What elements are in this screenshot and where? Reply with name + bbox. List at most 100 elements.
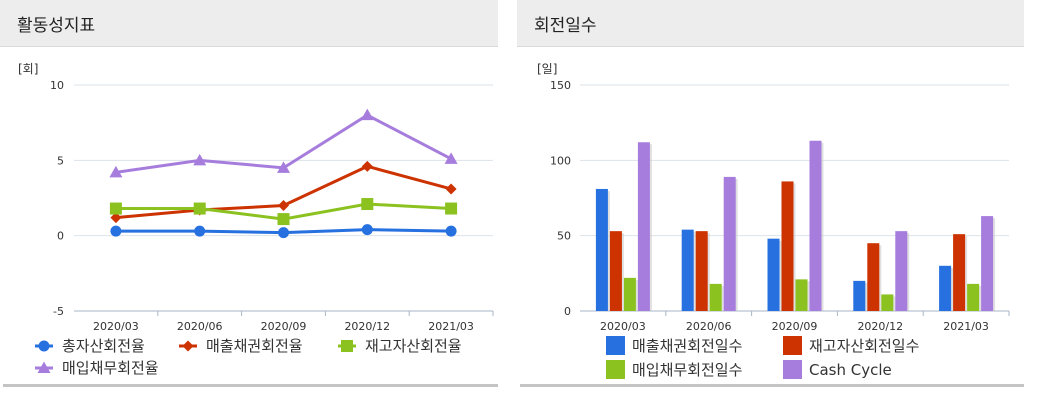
legend-item: Cash Cycle <box>783 360 892 379</box>
panel-bottom-border <box>520 384 1024 387</box>
bar-series <box>609 181 968 311</box>
bar <box>781 181 794 311</box>
triangle-marker <box>109 165 123 178</box>
bar <box>723 176 736 311</box>
circle-marker <box>361 224 373 236</box>
x-tick-label: 2020/03 <box>93 320 139 333</box>
x-tick-label: 2020/12 <box>857 320 903 333</box>
bar <box>981 216 994 311</box>
legend-label: 총자산회전율 <box>62 337 145 355</box>
y-axis-unit: [회] <box>18 62 38 76</box>
triangle-marker <box>360 108 374 121</box>
turnover-ratio-line-chart: [회] 10 5 0 -5 2020/03 2020/06 2020/09 2020/12 202… <box>18 62 494 377</box>
legend-swatch <box>606 360 625 379</box>
y-tick-label: 0 <box>564 305 571 318</box>
legend-label: 재고자산회전일수 <box>809 337 919 355</box>
diamond-marker <box>445 183 457 195</box>
bar <box>709 283 722 311</box>
panel-header: 활동성지표 <box>0 0 498 47</box>
y-tick-label: -5 <box>53 305 64 318</box>
x-tick-label: 2020/06 <box>177 320 223 333</box>
bar <box>609 231 622 311</box>
x-tick-label: 2020/09 <box>261 320 307 333</box>
legend-label: 매출채권회전율 <box>206 337 303 355</box>
legend-label: 재고자산회전율 <box>365 337 462 355</box>
legend-label: Cash Cycle <box>809 361 892 379</box>
bar <box>595 188 608 311</box>
turnover-days-panel: 회전일수 [일] 150 100 50 0 2020/03 2020/06 2020/09 20… <box>517 0 1024 404</box>
y-tick-label: 10 <box>50 79 64 92</box>
square-marker <box>445 202 458 215</box>
panel-bottom-border <box>3 384 498 387</box>
panel-header: 회전일수 <box>517 0 1024 47</box>
bar <box>867 243 880 311</box>
triangle-marker <box>37 361 51 373</box>
bar-series <box>623 277 982 311</box>
bar <box>637 142 650 311</box>
activity-indicators-panel: 활동성지표 [회] 10 5 0 -5 2020/03 2020/06 2020/09 2020… <box>0 0 498 404</box>
diamond-marker <box>182 340 194 352</box>
legend-swatch <box>606 336 625 355</box>
bar <box>795 279 808 311</box>
x-tick-label: 2020/09 <box>772 320 818 333</box>
bar <box>681 229 694 311</box>
diamond-marker <box>278 200 289 212</box>
bar <box>895 231 908 311</box>
y-tick-label: 5 <box>57 154 64 167</box>
diamond-marker <box>110 212 122 224</box>
legend-swatch <box>783 360 802 379</box>
panel-title: 회전일수 <box>534 16 597 36</box>
bar <box>939 265 952 311</box>
legend-label: 매출채권회전일수 <box>632 337 742 355</box>
legend-item: 총자산회전율 <box>35 337 145 355</box>
x-tick-label: 2020/03 <box>600 320 646 333</box>
x-tick-label: 2020/12 <box>344 320 390 333</box>
diamond-marker <box>361 160 373 172</box>
bar <box>695 231 708 311</box>
legend-item: 매출채권회전일수 <box>606 336 742 355</box>
legend-label: 매입채무회전일수 <box>632 361 742 379</box>
y-tick-label: 100 <box>550 154 571 167</box>
y-axis-unit: [일] <box>537 62 557 76</box>
legend-item: 재고자산회전율 <box>338 337 462 355</box>
bar <box>809 140 822 311</box>
y-tick-label: 50 <box>557 230 571 243</box>
circle-marker <box>194 225 206 237</box>
x-tick-label: 2020/06 <box>686 320 732 333</box>
square-marker <box>193 202 206 215</box>
square-marker <box>277 213 290 226</box>
legend-item: 매입채무회전일수 <box>606 360 742 379</box>
legend-item: 재고자산회전일수 <box>783 336 919 355</box>
legend-item: 매입채무회전율 <box>35 359 159 377</box>
legend-label: 매입채무회전율 <box>62 359 159 377</box>
y-tick-label: 0 <box>57 230 64 243</box>
series-circle <box>110 224 457 239</box>
square-marker <box>361 198 374 211</box>
circle-marker <box>38 340 50 352</box>
series-square <box>109 198 458 226</box>
x-tick-label: 2021/03 <box>943 320 989 333</box>
bar-series <box>637 140 996 311</box>
panel-title: 활동성지표 <box>17 16 96 36</box>
legend-item: 매출채권회전율 <box>179 337 303 355</box>
bar <box>967 283 980 311</box>
triangle-marker <box>193 153 207 166</box>
y-tick-label: 150 <box>550 79 571 92</box>
turnover-days-bar-chart: [일] 150 100 50 0 2020/03 2020/06 2020/09 2020/12… <box>537 62 1010 379</box>
bar <box>853 280 866 311</box>
triangle-marker <box>444 152 458 164</box>
circle-marker <box>110 225 122 237</box>
bar <box>953 234 966 311</box>
bar <box>767 238 780 311</box>
series-triangle <box>109 108 458 178</box>
legend-swatch <box>783 336 802 355</box>
bar <box>881 294 894 311</box>
x-tick-label: 2021/03 <box>428 320 474 333</box>
bar <box>623 277 636 311</box>
square-marker <box>341 340 353 352</box>
circle-marker <box>445 225 457 237</box>
square-marker <box>109 202 122 215</box>
circle-marker <box>278 227 289 239</box>
bar-series <box>595 188 954 311</box>
triangle-marker <box>277 161 290 173</box>
